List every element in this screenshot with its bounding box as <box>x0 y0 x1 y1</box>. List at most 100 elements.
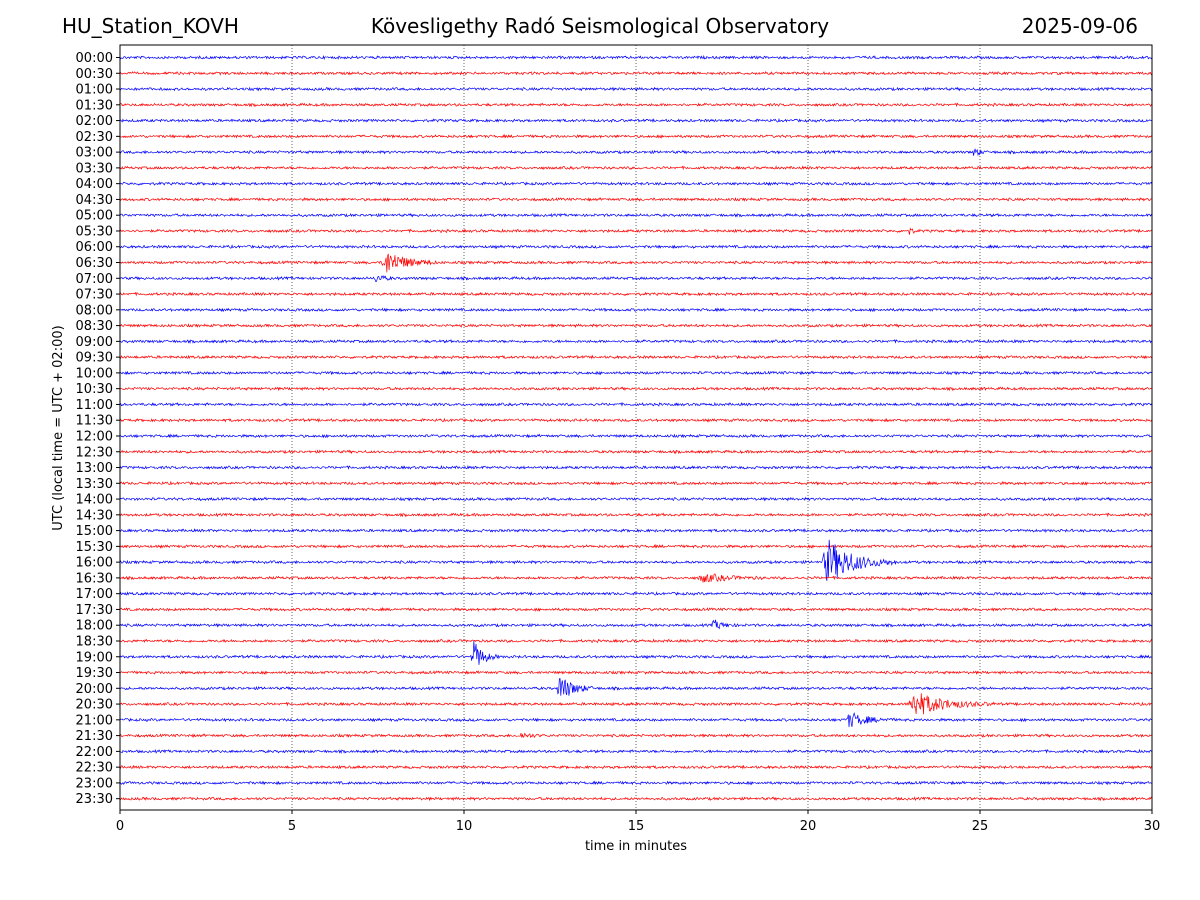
y-tick-label: 09:30 <box>76 351 113 366</box>
x-tick-label: 15 <box>628 819 645 834</box>
trace-1330 <box>119 480 1153 486</box>
trace-0000 <box>119 54 1153 61</box>
y-axis-ticks: 00:0000:3001:0001:3002:0002:3003:0003:30… <box>76 51 120 807</box>
y-tick-label: 19:00 <box>76 650 113 665</box>
trace-0430 <box>119 196 1153 202</box>
y-tick-label: 14:00 <box>76 493 113 508</box>
trace-0830 <box>119 323 1153 329</box>
y-tick-label: 07:00 <box>76 272 113 287</box>
trace-1230 <box>119 449 1153 455</box>
y-tick-label: 16:00 <box>76 556 113 571</box>
trace-1000 <box>119 370 1153 376</box>
station-name: HU_Station_KOVH <box>62 14 239 38</box>
trace-0300 <box>119 148 1153 157</box>
trace-0400 <box>119 181 1153 187</box>
trace-1030 <box>119 386 1153 392</box>
trace-0930 <box>119 354 1153 360</box>
trace-1100 <box>119 401 1153 407</box>
y-tick-label: 00:00 <box>76 51 113 66</box>
y-tick-label: 16:30 <box>76 571 113 586</box>
trace-0630 <box>119 253 1153 273</box>
y-tick-label: 21:00 <box>76 713 113 728</box>
y-tick-label: 11:30 <box>76 414 113 429</box>
y-tick-label: 10:30 <box>76 382 113 397</box>
y-tick-label: 23:30 <box>76 792 113 807</box>
y-tick-label: 22:30 <box>76 761 113 776</box>
y-tick-label: 00:30 <box>76 67 113 82</box>
trace-2200 <box>119 748 1153 754</box>
vertical-gridlines <box>291 45 981 810</box>
trace-1730 <box>119 606 1153 612</box>
trace-1130 <box>119 417 1153 423</box>
y-tick-label: 03:00 <box>76 146 113 161</box>
trace-2100 <box>119 712 1153 728</box>
trace-1900 <box>119 640 1153 665</box>
y-tick-label: 15:00 <box>76 524 113 539</box>
trace-0500 <box>119 212 1153 218</box>
y-tick-label: 14:30 <box>76 508 113 523</box>
trace-0530 <box>119 227 1153 235</box>
y-tick-label: 11:00 <box>76 398 113 413</box>
trace-0230 <box>119 133 1153 139</box>
y-tick-label: 18:30 <box>76 634 113 649</box>
y-tick-label: 03:30 <box>76 161 113 176</box>
trace-0200 <box>119 117 1153 124</box>
trace-1500 <box>119 527 1153 534</box>
trace-1530 <box>119 543 1153 549</box>
chart-date: 2025-09-06 <box>1021 14 1138 38</box>
y-tick-label: 13:30 <box>76 477 113 492</box>
trace-1430 <box>119 512 1153 518</box>
y-tick-label: 17:00 <box>76 587 113 602</box>
y-tick-label: 17:30 <box>76 603 113 618</box>
y-tick-label: 13:00 <box>76 461 113 476</box>
y-tick-label: 15:30 <box>76 540 113 555</box>
y-tick-label: 22:00 <box>76 745 113 760</box>
y-tick-label: 09:00 <box>76 335 113 350</box>
y-tick-label: 19:30 <box>76 666 113 681</box>
x-tick-label: 10 <box>456 819 473 834</box>
x-tick-label: 25 <box>972 819 989 834</box>
y-axis-label: UTC (local time = UTC + 02:00) <box>51 325 66 530</box>
trace-1630 <box>119 573 1153 583</box>
y-tick-label: 02:00 <box>76 114 113 129</box>
x-tick-label: 20 <box>800 819 817 834</box>
x-tick-label: 30 <box>1144 819 1161 834</box>
x-axis-ticks: 0 5 10 15 20 25 30 <box>116 810 1160 834</box>
y-tick-label: 04:30 <box>76 193 113 208</box>
y-tick-label: 21:30 <box>76 729 113 744</box>
y-tick-label: 05:00 <box>76 209 113 224</box>
y-tick-label: 02:30 <box>76 130 113 145</box>
y-tick-label: 18:00 <box>76 619 113 634</box>
trace-0700 <box>119 275 1153 283</box>
trace-0730 <box>119 291 1153 297</box>
x-axis-label: time in minutes <box>585 839 687 854</box>
y-tick-label: 20:30 <box>76 698 113 713</box>
y-tick-label: 06:30 <box>76 256 113 271</box>
x-tick-label: 5 <box>288 819 296 834</box>
trace-1930 <box>119 670 1153 676</box>
y-tick-label: 10:00 <box>76 366 113 381</box>
seismogram-traces <box>119 54 1153 802</box>
trace-0600 <box>120 244 1153 250</box>
y-tick-label: 04:00 <box>76 177 113 192</box>
trace-0030 <box>119 70 1153 76</box>
y-tick-label: 08:00 <box>76 303 113 318</box>
trace-1600 <box>119 539 1153 581</box>
trace-0900 <box>119 338 1153 344</box>
trace-0800 <box>119 307 1153 313</box>
trace-2130 <box>119 732 1153 739</box>
y-tick-label: 23:00 <box>76 776 113 791</box>
trace-2000 <box>119 678 1153 696</box>
y-tick-label: 07:30 <box>76 288 113 303</box>
trace-1830 <box>119 638 1153 644</box>
y-tick-label: 01:00 <box>76 83 113 98</box>
trace-2300 <box>119 780 1153 786</box>
y-tick-label: 12:30 <box>76 445 113 460</box>
trace-2330 <box>119 796 1153 802</box>
trace-1200 <box>119 433 1153 439</box>
y-tick-label: 20:00 <box>76 682 113 697</box>
y-tick-label: 06:00 <box>76 240 113 255</box>
y-tick-label: 05:30 <box>76 224 113 239</box>
y-tick-label: 08:30 <box>76 319 113 334</box>
